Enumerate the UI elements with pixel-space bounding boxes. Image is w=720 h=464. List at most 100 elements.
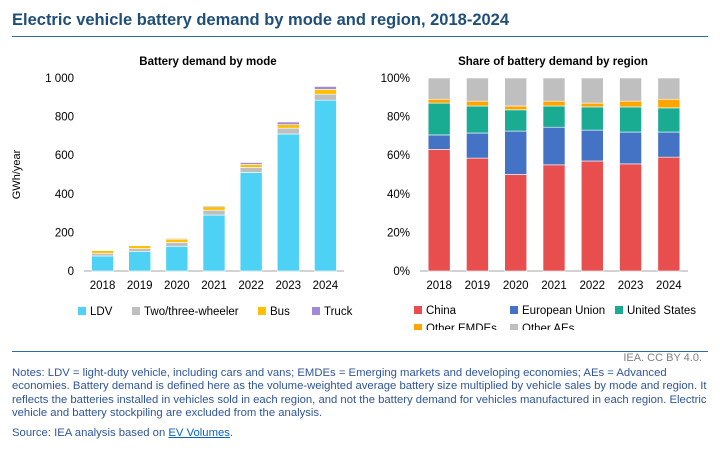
bar-segment-bus	[276, 124, 300, 129]
legend-swatch	[510, 306, 518, 314]
bar-segment-other-emdes	[580, 102, 604, 108]
bar-segment-china	[427, 149, 451, 272]
bar-segment-bus	[314, 89, 337, 95]
bar-segment-truck	[202, 205, 226, 208]
bar-segment-bus	[91, 250, 114, 254]
bar-segment-ldv	[239, 172, 263, 272]
figure-title: Electric vehicle battery demand by mode …	[12, 11, 510, 29]
bar-segment-european-union	[580, 129, 604, 162]
bar-segment-european-union	[542, 126, 566, 166]
bar-segment-other-aes	[504, 77, 528, 107]
bar-segment-china	[657, 156, 681, 272]
legend-swatch	[78, 307, 86, 315]
bar-segment-china	[619, 163, 642, 272]
bar-segment-united-states	[580, 106, 604, 131]
legend-label: Other EMDEs	[426, 323, 497, 330]
source-suffix: .	[229, 427, 234, 439]
y-tick-label: 200	[55, 227, 74, 239]
bar-segment-ldv	[165, 245, 189, 272]
x-tick-label: 2023	[618, 280, 644, 292]
bar-segment-truck	[165, 238, 189, 240]
y-tick-label: 0%	[393, 266, 410, 278]
source-link[interactable]: EV Volumes	[168, 427, 230, 439]
y-tick-label: 1 000	[45, 73, 74, 85]
source-line: Source: IEA analysis based on EV Volumes…	[12, 427, 233, 439]
bar-segment-other-aes	[657, 77, 681, 100]
notes-text: Notes: LDV = light-duty vehicle, includi…	[12, 367, 707, 420]
bar-segment-china	[466, 157, 489, 272]
bar-segment-truck	[276, 121, 300, 126]
bar-segment-united-states	[427, 102, 451, 136]
panel-title: Share of battery demand by region	[458, 56, 648, 68]
bar-segment-other-emdes	[466, 100, 489, 107]
y-tick-label: 400	[55, 189, 74, 201]
bar-segment-two-three-wheeler	[314, 93, 337, 101]
source-prefix: Source: IEA analysis based on	[12, 427, 169, 439]
bar-segment-european-union	[657, 131, 681, 158]
bar-segment-bus	[128, 245, 152, 249]
bar-segment-european-union	[466, 132, 489, 159]
x-tick-label: 2021	[201, 280, 227, 292]
bar-segment-european-union	[427, 134, 451, 150]
bar-segment-bus	[202, 206, 226, 211]
charts-area: Battery demand by mode GWh/year 0 200 400 600…	[11, 56, 696, 330]
bar-segment-two-three-wheeler	[91, 252, 114, 257]
legend-swatch	[615, 306, 623, 314]
bar-segment-truck	[239, 162, 263, 165]
bar-segment-united-states	[504, 109, 528, 132]
legend-swatch	[510, 324, 518, 330]
credit-text: IEA. CC BY 4.0.	[623, 352, 702, 364]
bar-segment-united-states	[657, 107, 681, 133]
legend-swatch	[414, 306, 422, 314]
bar-segment-truck	[128, 244, 152, 247]
legend-label: United States	[627, 305, 696, 317]
y-tick-label: 80%	[387, 112, 410, 124]
bar-segment-ldv	[276, 133, 300, 272]
bar-segment-bus	[239, 164, 263, 168]
legend-label: Other AEs	[522, 323, 575, 330]
bar-segment-other-emdes	[542, 100, 566, 107]
bar-segment-ldv	[91, 255, 114, 272]
y-tick-label: 800	[55, 112, 74, 124]
x-tick-label: 2022	[579, 280, 605, 292]
x-tick-label: 2020	[164, 280, 190, 292]
legend-label: European Union	[522, 305, 605, 317]
x-tick-label: 2018	[426, 280, 452, 292]
legend-label: Truck	[324, 306, 353, 318]
y-tick-label: 100%	[381, 73, 410, 85]
bar-segment-united-states	[542, 105, 566, 128]
x-tick-label: 2023	[275, 280, 301, 292]
y-tick-label: 0	[68, 266, 74, 278]
bar-segment-european-union	[619, 131, 642, 165]
legend-label: China	[426, 305, 457, 317]
x-tick-label: 2024	[656, 280, 682, 292]
notes-rule	[12, 351, 708, 352]
bar-segment-other-emdes	[657, 98, 681, 109]
x-tick-label: 2019	[127, 280, 153, 292]
bar-segment-other-aes	[466, 77, 489, 102]
bar-segment-two-three-wheeler	[276, 127, 300, 135]
bar-segment-truck	[314, 86, 337, 90]
x-tick-label: 2022	[238, 280, 264, 292]
y-tick-label: 40%	[387, 189, 410, 201]
bar-segment-two-three-wheeler	[202, 209, 226, 216]
x-tick-label: 2018	[90, 280, 116, 292]
y-axis-label: GWh/year	[11, 149, 23, 199]
y-tick-label: 60%	[387, 150, 410, 162]
panel-title: Battery demand by mode	[139, 56, 276, 68]
x-tick-label: 2019	[465, 280, 491, 292]
bar-segment-china	[504, 174, 528, 272]
bar-segment-ldv	[128, 251, 152, 272]
bar-segment-china	[542, 164, 566, 272]
bar-segment-european-union	[504, 130, 528, 175]
y-tick-label: 600	[55, 150, 74, 162]
legend-label: Bus	[270, 306, 290, 318]
bar-segment-bus	[165, 238, 189, 243]
y-tick-label: 20%	[387, 227, 410, 239]
bar-segment-other-emdes	[504, 105, 528, 111]
legend-label: LDV	[90, 306, 113, 318]
legend-swatch	[258, 307, 266, 315]
x-tick-label: 2024	[313, 280, 339, 292]
bar-segment-other-aes	[580, 77, 604, 104]
bar-segment-china	[580, 160, 604, 272]
